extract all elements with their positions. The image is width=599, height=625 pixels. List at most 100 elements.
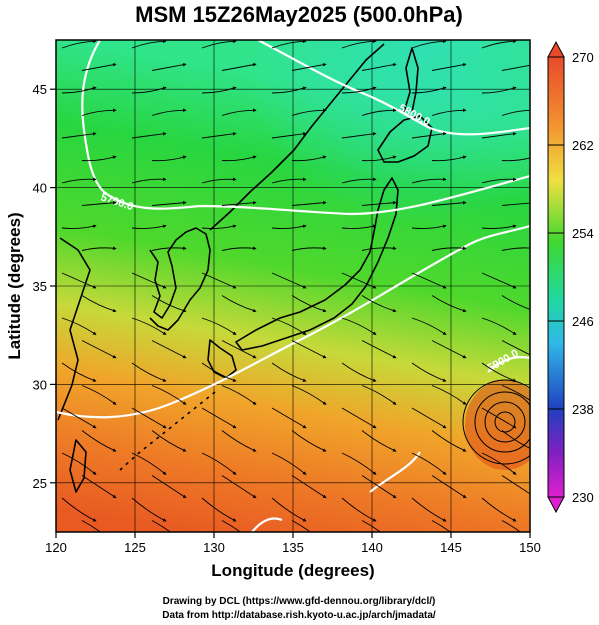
streamline-134 xyxy=(151,475,187,499)
streamline-114 xyxy=(201,407,237,429)
streamline-79 xyxy=(221,295,257,313)
streamline-151 xyxy=(361,520,382,532)
streamline-35 xyxy=(81,155,117,162)
streamline-8 xyxy=(151,62,187,71)
streamline-0 xyxy=(61,40,97,49)
colorbar-tick-label: 262 xyxy=(572,138,594,153)
streamline-65 xyxy=(221,246,257,251)
wind-streamlines xyxy=(61,40,530,532)
streamline-61 xyxy=(411,224,447,229)
streamline-93 xyxy=(221,340,257,359)
streamline-80 xyxy=(291,295,327,313)
streamline-136 xyxy=(291,475,327,499)
streamline-62 xyxy=(481,224,517,229)
streamline-26 xyxy=(431,108,467,116)
streamline-126 xyxy=(61,452,97,475)
y-tick-label: 35 xyxy=(33,279,47,294)
streamline-94 xyxy=(291,340,327,359)
y-axis-label: Latitude (degrees) xyxy=(5,212,24,359)
streamline-34 xyxy=(481,132,517,139)
streamline-41 xyxy=(501,157,530,162)
streamline-148 xyxy=(151,520,172,532)
streamline-68 xyxy=(431,246,467,251)
streamline-71 xyxy=(131,272,167,289)
streamline-46 xyxy=(341,177,377,184)
streamline-13 xyxy=(501,64,530,71)
streamline-5 xyxy=(411,40,447,49)
streamline-2 xyxy=(201,40,237,49)
kyushu-coast xyxy=(207,339,237,379)
streamline-53 xyxy=(361,200,397,206)
streamline-23 xyxy=(221,108,257,116)
y-tick-label: 25 xyxy=(33,476,47,491)
x-tick-label: 135 xyxy=(282,540,304,555)
streamline-31 xyxy=(271,132,307,139)
streamline-75 xyxy=(411,272,447,289)
streamline-115 xyxy=(271,407,307,429)
streamline-45 xyxy=(271,177,307,184)
streamline-142 xyxy=(201,497,237,522)
streamline-57 xyxy=(131,224,167,229)
streamline-107 xyxy=(221,385,257,405)
streamline-92 xyxy=(151,340,187,359)
streamline-74 xyxy=(341,272,377,289)
streamline-103 xyxy=(411,362,447,382)
streamline-50 xyxy=(151,200,187,206)
streamline-40 xyxy=(431,155,467,162)
colorbar-ticks: 270 262 254 246 238 230 xyxy=(548,50,594,505)
streamline-30 xyxy=(201,132,237,139)
streamline-82 xyxy=(431,295,467,313)
typhoon-circulation xyxy=(462,379,530,465)
x-tick-label: 150 xyxy=(519,540,541,555)
plot-area: 5700.0 5800.0 5900.0 xyxy=(56,40,530,532)
streamline-39 xyxy=(361,155,397,162)
streamline-43 xyxy=(131,177,167,184)
streamline-90 xyxy=(481,317,517,335)
streamline-143 xyxy=(271,497,307,522)
streamline-15 xyxy=(131,86,167,94)
streamline-117 xyxy=(411,407,447,429)
credit-data: Data from http://database.rish.kyoto-u.a… xyxy=(162,610,436,621)
x-tick-label: 140 xyxy=(361,540,383,555)
streamline-109 xyxy=(361,385,397,405)
streamline-118 xyxy=(481,407,517,429)
axis-ticks xyxy=(50,88,531,538)
colorbar-tick-label: 238 xyxy=(572,402,594,417)
colorbar: 270 262 254 246 238 230 xyxy=(547,40,594,514)
streamline-29 xyxy=(131,132,167,139)
streamline-64 xyxy=(151,246,187,251)
streamline-100 xyxy=(201,362,237,382)
streamline-81 xyxy=(361,295,397,313)
streamline-113 xyxy=(131,407,167,429)
streamline-22 xyxy=(151,108,187,116)
streamline-59 xyxy=(271,224,307,229)
taiwan-coast xyxy=(69,439,87,493)
streamline-51 xyxy=(221,200,257,206)
streamline-132 xyxy=(481,452,517,475)
streamline-21 xyxy=(81,108,117,116)
streamline-99 xyxy=(131,362,167,382)
streamline-3 xyxy=(271,40,307,49)
streamline-116 xyxy=(341,407,377,429)
streamline-140 xyxy=(61,497,97,522)
streamline-152 xyxy=(431,520,452,532)
streamline-47 xyxy=(411,177,447,184)
streamline-28 xyxy=(61,132,97,139)
streamline-14 xyxy=(61,86,97,94)
streamline-77 xyxy=(81,295,117,313)
streamline-127 xyxy=(131,452,167,475)
streamline-72 xyxy=(201,272,237,289)
streamline-135 xyxy=(221,475,257,499)
streamline-49 xyxy=(81,200,117,206)
streamline-85 xyxy=(131,317,167,335)
streamline-153 xyxy=(501,520,522,532)
streamline-10 xyxy=(291,62,327,71)
streamline-106 xyxy=(151,385,187,405)
streamline-119 xyxy=(81,430,117,452)
streamline-55 xyxy=(501,202,530,206)
streamline-130 xyxy=(341,452,377,475)
streamline-33 xyxy=(411,132,447,139)
y-tick-label: 45 xyxy=(33,82,47,97)
colorbar-scale xyxy=(547,56,565,498)
